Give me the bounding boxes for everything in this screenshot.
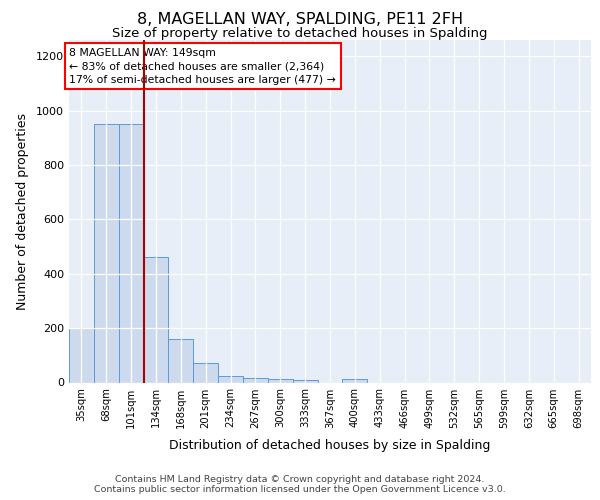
Bar: [69, 328, 94, 382]
Bar: [218, 376, 243, 382]
Bar: [119, 124, 143, 382]
X-axis label: Distribution of detached houses by size in Spalding: Distribution of detached houses by size …: [169, 439, 491, 452]
Bar: [94, 124, 119, 382]
Text: Size of property relative to detached houses in Spalding: Size of property relative to detached ho…: [112, 28, 488, 40]
Bar: [193, 364, 218, 382]
Text: 8, MAGELLAN WAY, SPALDING, PE11 2FH: 8, MAGELLAN WAY, SPALDING, PE11 2FH: [137, 12, 463, 28]
Bar: [293, 380, 317, 382]
Bar: [343, 379, 367, 382]
Bar: [169, 339, 193, 382]
Bar: [243, 378, 268, 382]
Text: Contains HM Land Registry data © Crown copyright and database right 2024.
Contai: Contains HM Land Registry data © Crown c…: [94, 474, 506, 494]
Bar: [143, 258, 169, 382]
Bar: [268, 379, 293, 382]
Text: 8 MAGELLAN WAY: 149sqm
← 83% of detached houses are smaller (2,364)
17% of semi-: 8 MAGELLAN WAY: 149sqm ← 83% of detached…: [70, 48, 336, 84]
Y-axis label: Number of detached properties: Number of detached properties: [16, 113, 29, 310]
